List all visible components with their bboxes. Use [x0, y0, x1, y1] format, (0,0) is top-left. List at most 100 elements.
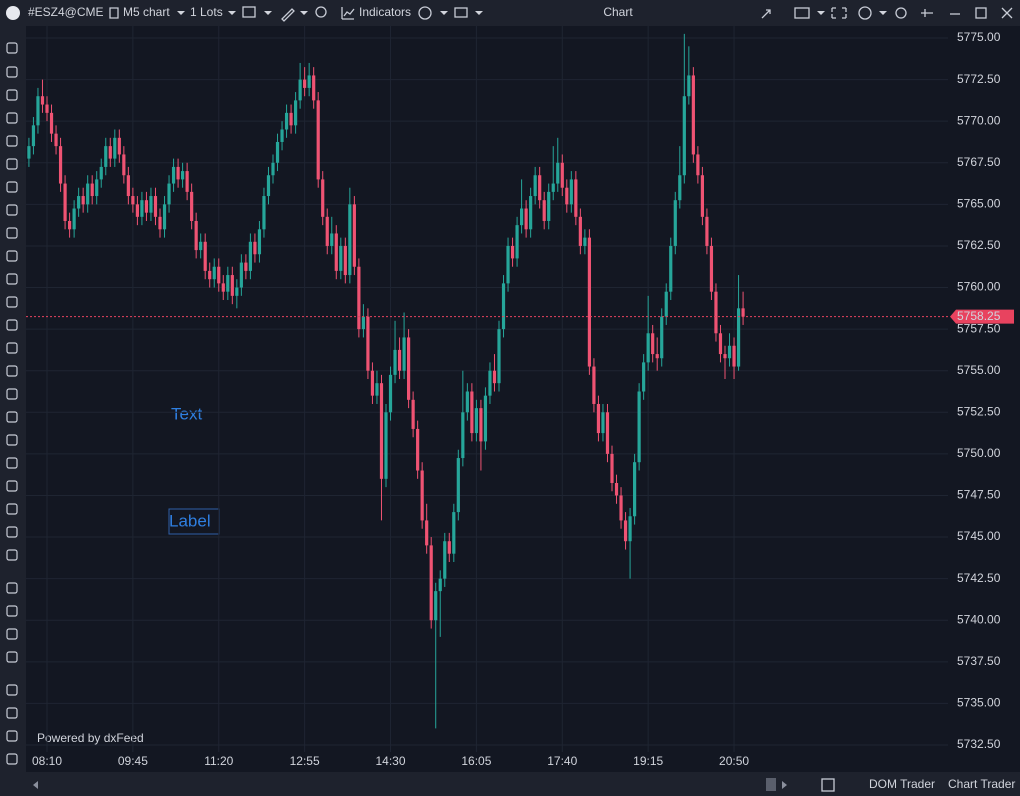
tool-button[interactable] — [6, 753, 18, 765]
fullscreen-button[interactable] — [831, 7, 847, 19]
dom-trader-tab[interactable]: DOM Trader — [869, 777, 935, 791]
candle-body — [718, 333, 723, 355]
candle-body — [488, 370, 492, 396]
candle-body — [31, 125, 36, 147]
scroll-right[interactable] — [782, 781, 787, 789]
dropdown[interactable] — [440, 11, 448, 15]
tool-button[interactable] — [6, 342, 18, 354]
tool-button[interactable] — [6, 135, 18, 147]
theme-button[interactable] — [858, 6, 872, 20]
tool-button[interactable] — [6, 730, 18, 742]
draw-button[interactable] — [281, 8, 295, 22]
candle-body — [162, 204, 167, 230]
tool-button[interactable] — [6, 181, 18, 193]
logo[interactable] — [6, 6, 20, 20]
last-price-label: 5758.25 — [957, 309, 1001, 323]
candle-body — [425, 520, 429, 546]
candle-body — [542, 200, 546, 221]
tool-button[interactable] — [6, 89, 18, 101]
dropdown[interactable] — [879, 11, 887, 15]
link-button[interactable] — [761, 9, 771, 19]
tool-button[interactable] — [6, 651, 18, 663]
candle-body — [90, 183, 94, 197]
tool-button[interactable] — [6, 480, 18, 492]
tool-button[interactable] — [6, 42, 18, 54]
tool-button[interactable] — [6, 273, 18, 285]
symbol[interactable]: #ESZ4@CME — [28, 5, 104, 19]
tool-button[interactable] — [6, 112, 18, 124]
candle-body — [614, 482, 619, 496]
scroll-left[interactable] — [33, 781, 38, 789]
tool-button[interactable] — [6, 457, 18, 469]
candle-body — [321, 179, 325, 217]
screenshot-button[interactable] — [794, 7, 810, 19]
symbol-icon[interactable] — [109, 7, 119, 19]
indicators-button[interactable]: Indicators — [359, 5, 411, 19]
dropdown[interactable] — [228, 11, 236, 15]
dropdown[interactable] — [177, 11, 185, 15]
tool-button[interactable] — [6, 319, 18, 331]
candle-body — [352, 204, 356, 267]
candle-body — [524, 208, 528, 230]
tool-button[interactable] — [6, 707, 18, 719]
lots[interactable]: 1 Lots — [190, 5, 223, 19]
tool-button[interactable] — [6, 434, 18, 446]
tool-button[interactable] — [6, 66, 18, 78]
template-button[interactable] — [454, 7, 468, 18]
candle-body — [217, 266, 221, 284]
close-button[interactable] — [1001, 7, 1013, 19]
dropdown[interactable] — [817, 11, 825, 15]
tool-button[interactable] — [6, 296, 18, 308]
zoom-button[interactable] — [315, 6, 327, 18]
tool-button[interactable] — [6, 227, 18, 239]
tool-button[interactable] — [6, 549, 18, 561]
scroll-thumb[interactable] — [766, 778, 776, 791]
chart-trader-tab[interactable]: Chart Trader — [948, 777, 1015, 791]
settings-button[interactable] — [895, 7, 907, 19]
tool-button[interactable] — [6, 388, 18, 400]
candle-body — [443, 541, 447, 579]
candle-body — [117, 137, 121, 155]
tool-button[interactable] — [6, 365, 18, 377]
y-tick-label: 5762.50 — [957, 238, 1001, 252]
candle-body — [429, 545, 433, 621]
tool-button[interactable] — [6, 250, 18, 262]
pin-button[interactable] — [921, 9, 933, 17]
dropdown[interactable] — [264, 11, 272, 15]
dropdown[interactable] — [300, 11, 308, 15]
candle-body — [610, 453, 614, 483]
candle-body — [54, 133, 58, 147]
left-toolbar — [0, 26, 26, 796]
indicators-icon[interactable] — [341, 7, 355, 20]
tool-button[interactable] — [6, 582, 18, 594]
tool-button[interactable] — [6, 526, 18, 538]
timeframe[interactable]: M5 chart — [123, 5, 170, 19]
tool-button[interactable] — [6, 204, 18, 216]
plot: 5732.50 5735.00 5737.50 5740.00 5742.50 5745.… — [26, 26, 1014, 768]
tool-button[interactable] — [6, 605, 18, 617]
candle-body — [230, 275, 234, 296]
crosshair-button[interactable] — [418, 6, 432, 20]
date-button[interactable] — [821, 778, 835, 792]
candle-body — [379, 383, 384, 479]
text-drawing[interactable]: Text — [171, 404, 202, 423]
candle-body — [135, 204, 139, 217]
tool-button[interactable] — [6, 411, 18, 423]
chart-type-button[interactable] — [242, 6, 256, 18]
candle-body — [700, 175, 704, 217]
tool-button[interactable] — [6, 684, 18, 696]
candle-body — [253, 241, 257, 255]
candle-body — [27, 146, 31, 159]
dropdown[interactable] — [475, 11, 483, 15]
tool-button[interactable] — [6, 158, 18, 170]
tool-button[interactable] — [6, 503, 18, 515]
label-drawing[interactable]: Label — [169, 511, 211, 530]
candle-body — [361, 316, 365, 330]
candle-body — [63, 183, 67, 221]
tool-button[interactable] — [6, 628, 18, 640]
candle-body — [284, 112, 289, 130]
y-tick-label: 5750.00 — [957, 446, 1001, 460]
candle-body — [741, 308, 745, 317]
maximize-button[interactable] — [975, 7, 987, 19]
candle-body — [438, 578, 442, 592]
